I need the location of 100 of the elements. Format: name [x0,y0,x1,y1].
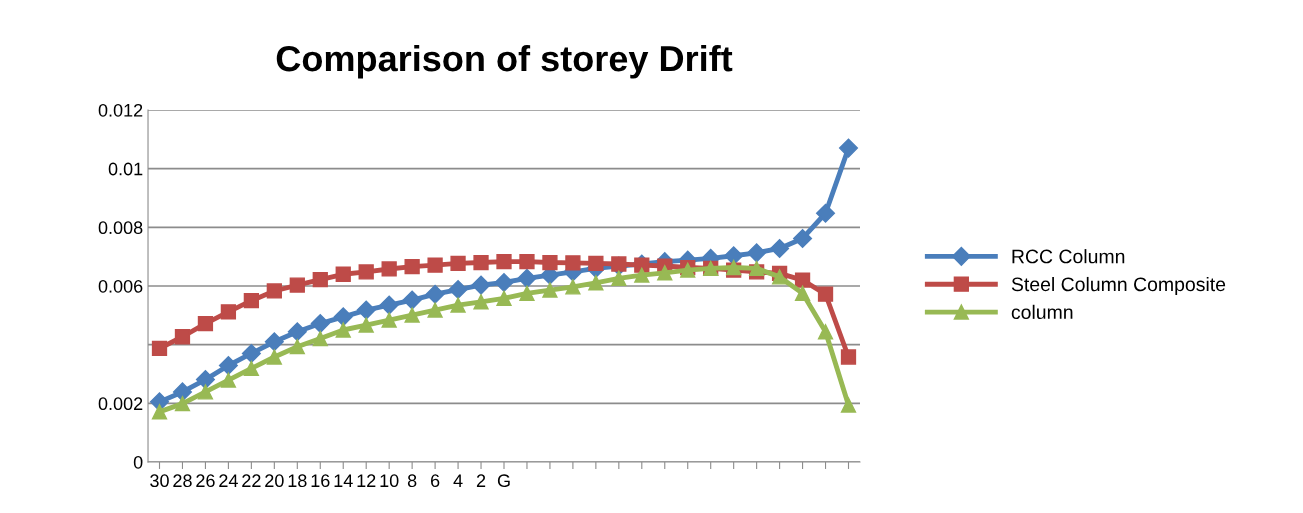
point [264,332,284,352]
point [496,254,512,270]
point [402,290,422,310]
point [634,267,650,283]
point [517,268,537,288]
point [425,284,445,304]
point [174,395,191,412]
y-tick-label: 0.006 [98,279,143,293]
point [174,329,191,345]
x-tick-label: 18 [288,474,307,488]
point [172,382,193,402]
legend-label: RCC Column [1012,249,1125,264]
x-tick-label: 16 [311,474,330,488]
point [657,265,673,281]
x-tick-label: 20 [265,474,284,488]
point [448,279,468,300]
point [287,322,307,342]
legend-label: Steel Column Composite [1011,276,1226,296]
point [335,266,351,282]
point [427,302,443,318]
point [747,243,767,263]
point [793,228,813,249]
point [358,317,374,333]
point [220,372,237,388]
point [381,261,397,277]
point [724,246,744,266]
point [565,255,581,271]
point [197,384,214,400]
point [519,254,535,270]
point [817,324,834,340]
point [588,275,604,291]
x-tick-label: 28 [173,474,192,488]
point [151,340,168,357]
point [218,355,238,376]
point [195,370,215,390]
point [473,294,489,310]
point [817,286,834,302]
point [404,307,420,323]
point [450,255,466,272]
y-tick-label: 0.008 [98,221,143,235]
y-tick-label: 0 [133,455,143,469]
x-tick-label: 26 [196,474,215,488]
point [611,270,627,287]
x-tick-label: 2 [476,474,486,487]
point [840,397,857,413]
point [565,279,581,295]
point [243,360,260,377]
x-tick-label: 6 [431,474,440,488]
x-tick-label: 24 [219,474,238,487]
point [151,404,168,420]
point [266,349,282,365]
point [358,264,374,280]
point [197,315,214,332]
point [333,307,353,327]
point [379,295,399,315]
point [312,271,328,288]
point [838,138,859,158]
point [289,277,305,293]
point [266,283,282,299]
point [611,256,627,272]
x-tick-label: 4 [453,474,463,487]
point [519,285,535,301]
point [335,322,351,338]
point [748,260,765,277]
x-tick-label: 14 [334,474,353,487]
point [496,290,512,306]
point [450,297,466,313]
x-tick-label: 10 [380,474,399,488]
point [220,304,237,320]
point [770,238,790,258]
point [241,343,261,364]
chart-title: Comparison of storey Drift [276,44,733,79]
point [771,269,788,285]
point [356,300,376,320]
x-tick-label: 30 [150,474,169,488]
point [794,285,811,301]
point [588,255,604,272]
point [381,312,397,328]
x-tick-label: 8 [407,474,417,488]
x-tick-label: 22 [242,474,261,487]
point [471,275,491,295]
point [310,314,330,334]
point [289,339,305,355]
point [542,254,558,271]
point [840,349,857,365]
x-tick-label: G [497,474,510,488]
point [427,257,443,273]
point [794,272,811,288]
legend-label: column [1011,304,1073,320]
y-tick-label: 0.012 [98,103,143,117]
point [404,258,420,275]
point [815,203,836,223]
y-tick-label: 0.002 [98,397,143,411]
point [243,293,260,309]
point [473,254,489,271]
y-tick-label: 0.01 [108,162,143,176]
x-tick-label: 12 [357,474,376,487]
point [494,272,514,293]
point [312,330,328,347]
point [542,282,558,298]
